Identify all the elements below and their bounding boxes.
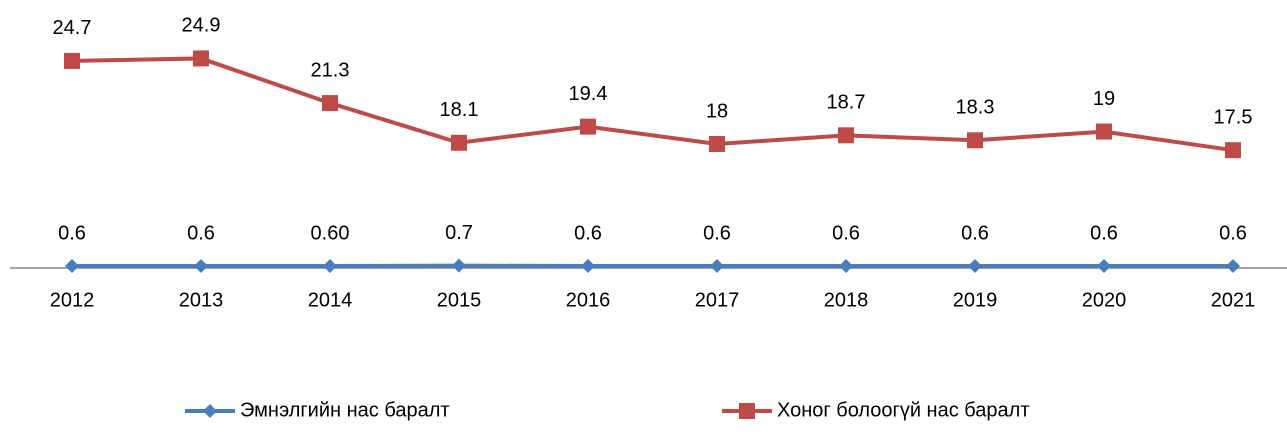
marker: [838, 127, 854, 144]
x-tick-label: 2016: [566, 289, 611, 311]
marker: [1096, 123, 1112, 140]
x-tick-label: 2017: [695, 289, 740, 311]
marker: [1225, 142, 1241, 159]
data-label: 0.6: [961, 222, 989, 244]
marker: [193, 50, 209, 67]
data-label: 18.7: [827, 92, 866, 114]
data-label: 0.6: [1090, 222, 1118, 244]
data-label: 19.4: [569, 83, 608, 105]
marker: [967, 132, 983, 149]
data-label: 0.6: [832, 222, 860, 244]
data-label: 18.1: [440, 99, 479, 121]
legend-label: Эмнэлгийн нас баралт: [240, 399, 450, 421]
data-label: 19: [1093, 88, 1115, 110]
marker: [580, 118, 596, 135]
data-label: 0.6: [1219, 222, 1247, 244]
x-tick-label: 2021: [1211, 289, 1256, 311]
x-tick-label: 2018: [824, 289, 869, 311]
series-line: [71, 56, 1234, 153]
data-label: 24.9: [182, 15, 221, 37]
marker: [64, 52, 80, 69]
x-tick-label: 2019: [953, 289, 998, 311]
marker: [710, 259, 724, 274]
marker: [451, 134, 467, 151]
data-label: 21.3: [311, 59, 350, 81]
data-label: 0.6: [703, 222, 731, 244]
marker: [1097, 259, 1111, 274]
data-label: 24.7: [53, 17, 92, 39]
data-label: 18.3: [956, 97, 995, 119]
data-label: 0.6: [574, 222, 602, 244]
marker: [194, 259, 208, 274]
x-tick-label: 2015: [437, 289, 482, 311]
marker: [839, 259, 853, 274]
data-label: 0.6: [187, 222, 215, 244]
x-tick-label: 2012: [50, 289, 95, 311]
marker: [709, 136, 725, 152]
x-tick-label: 2014: [308, 289, 353, 311]
legend-label: Хоног болоогүй нас баралт: [777, 399, 1029, 421]
marker: [1226, 259, 1240, 274]
x-tick-label: 2013: [179, 289, 224, 311]
data-label: 0.6: [58, 222, 86, 244]
data-label: 0.7: [445, 222, 473, 244]
marker: [322, 95, 338, 112]
data-label: 17.5: [1214, 106, 1253, 128]
marker: [581, 259, 595, 274]
marker: [65, 259, 79, 274]
legend-marker: [739, 403, 755, 419]
marker: [968, 259, 982, 274]
x-tick-label: 2020: [1082, 289, 1127, 311]
legend-marker: [203, 404, 217, 418]
marker: [452, 258, 466, 273]
data-label: 18: [706, 100, 728, 122]
data-label: 0.60: [311, 222, 350, 244]
marker: [323, 259, 337, 274]
